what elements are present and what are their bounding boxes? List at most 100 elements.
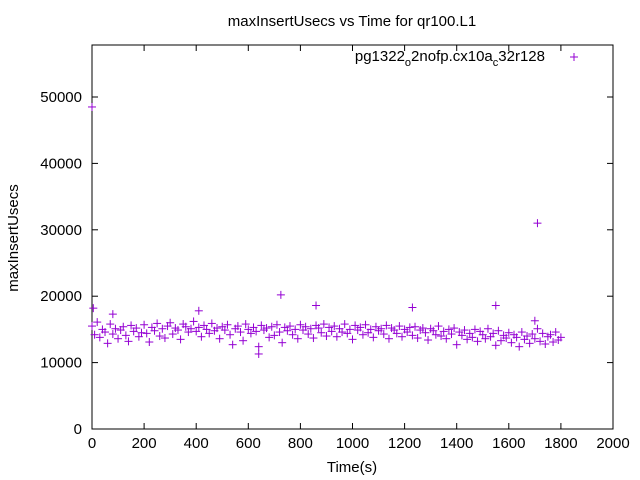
legend-text-part: pg1322 bbox=[355, 48, 405, 65]
legend-subscript: c bbox=[493, 57, 499, 69]
data-point bbox=[88, 322, 96, 331]
data-point bbox=[491, 341, 500, 350]
data-point bbox=[257, 321, 266, 330]
data-point bbox=[517, 328, 526, 337]
data-point-outlier bbox=[491, 301, 500, 310]
data-point bbox=[327, 327, 336, 336]
data-point bbox=[252, 327, 261, 336]
data-point bbox=[272, 320, 281, 329]
data-point bbox=[304, 330, 313, 339]
data-point bbox=[408, 331, 417, 340]
data-point bbox=[291, 325, 300, 334]
data-point bbox=[155, 332, 164, 341]
data-point bbox=[194, 323, 203, 332]
x-tick-label: 200 bbox=[132, 435, 157, 452]
data-point bbox=[124, 337, 133, 346]
x-tick-label: 1800 bbox=[544, 435, 577, 452]
legend-text-part: 2nofp.cx10a bbox=[411, 48, 493, 65]
data-point bbox=[397, 332, 406, 341]
data-point bbox=[549, 338, 558, 347]
data-point bbox=[447, 330, 456, 339]
data-point bbox=[460, 326, 469, 335]
data-point bbox=[411, 322, 420, 331]
data-point bbox=[181, 322, 190, 331]
data-point bbox=[322, 332, 331, 341]
data-point bbox=[205, 329, 214, 338]
data-point bbox=[457, 331, 466, 340]
data-point bbox=[379, 330, 388, 339]
y-tick-label: 0 bbox=[74, 421, 82, 438]
data-point-outlier bbox=[88, 102, 96, 111]
data-point bbox=[140, 320, 149, 329]
data-point bbox=[437, 332, 446, 341]
x-tick-label: 2000 bbox=[596, 435, 629, 452]
x-tick-label: 400 bbox=[184, 435, 209, 452]
data-point bbox=[538, 329, 547, 338]
data-point-outlier bbox=[533, 219, 542, 228]
data-point bbox=[254, 342, 263, 351]
data-point bbox=[239, 336, 248, 345]
y-tick-label: 20000 bbox=[40, 288, 82, 305]
data-point bbox=[241, 320, 250, 329]
data-point bbox=[340, 320, 349, 329]
y-axis-label: maxInsertUsecs bbox=[5, 184, 22, 292]
data-point bbox=[226, 330, 235, 339]
data-point bbox=[103, 339, 112, 348]
data-point bbox=[207, 319, 216, 328]
data-point bbox=[395, 322, 404, 331]
data-point-outlier bbox=[108, 310, 117, 319]
y-tick-label: 40000 bbox=[40, 155, 82, 172]
data-point bbox=[450, 324, 459, 333]
data-point bbox=[421, 328, 430, 337]
data-point bbox=[150, 326, 159, 335]
data-point bbox=[348, 335, 357, 344]
data-point bbox=[197, 332, 206, 341]
data-point bbox=[439, 327, 448, 336]
data-point bbox=[132, 324, 141, 333]
data-point-outlier bbox=[276, 290, 285, 299]
data-point bbox=[215, 334, 224, 343]
data-point bbox=[481, 334, 490, 343]
data-point-outlier bbox=[194, 306, 203, 315]
data-point bbox=[384, 334, 393, 343]
data-point bbox=[173, 326, 182, 335]
data-point bbox=[403, 328, 412, 337]
y-tick-label: 10000 bbox=[40, 355, 82, 372]
data-point bbox=[119, 322, 128, 331]
data-point bbox=[106, 320, 115, 329]
data-point bbox=[525, 339, 534, 348]
data-point bbox=[142, 329, 151, 338]
data-point bbox=[377, 324, 386, 333]
data-point bbox=[533, 324, 542, 333]
data-point bbox=[233, 322, 242, 331]
data-point bbox=[382, 321, 391, 330]
data-point bbox=[504, 328, 513, 337]
x-tick-label: 1400 bbox=[440, 435, 473, 452]
x-tick-label: 600 bbox=[236, 435, 261, 452]
data-point bbox=[160, 334, 169, 343]
x-tick-label: 1000 bbox=[336, 435, 369, 452]
data-point bbox=[285, 322, 294, 331]
data-point bbox=[483, 324, 492, 333]
data-point bbox=[392, 329, 401, 338]
data-point bbox=[541, 340, 550, 349]
data-point bbox=[176, 335, 185, 344]
data-point bbox=[283, 326, 292, 335]
data-point bbox=[338, 328, 347, 337]
x-tick-label: 800 bbox=[288, 435, 313, 452]
data-point bbox=[424, 336, 433, 345]
x-tick-label: 0 bbox=[88, 435, 96, 452]
data-point bbox=[186, 324, 195, 333]
data-point bbox=[153, 319, 162, 328]
data-point bbox=[301, 322, 310, 331]
data-point bbox=[468, 333, 477, 342]
data-point bbox=[369, 333, 378, 342]
data-point bbox=[515, 342, 524, 351]
data-point bbox=[434, 322, 443, 331]
data-point bbox=[413, 334, 422, 343]
data-point-outlier bbox=[312, 301, 321, 310]
data-point bbox=[405, 323, 414, 332]
data-point bbox=[502, 334, 511, 343]
data-point bbox=[262, 324, 271, 333]
data-point bbox=[101, 328, 110, 337]
